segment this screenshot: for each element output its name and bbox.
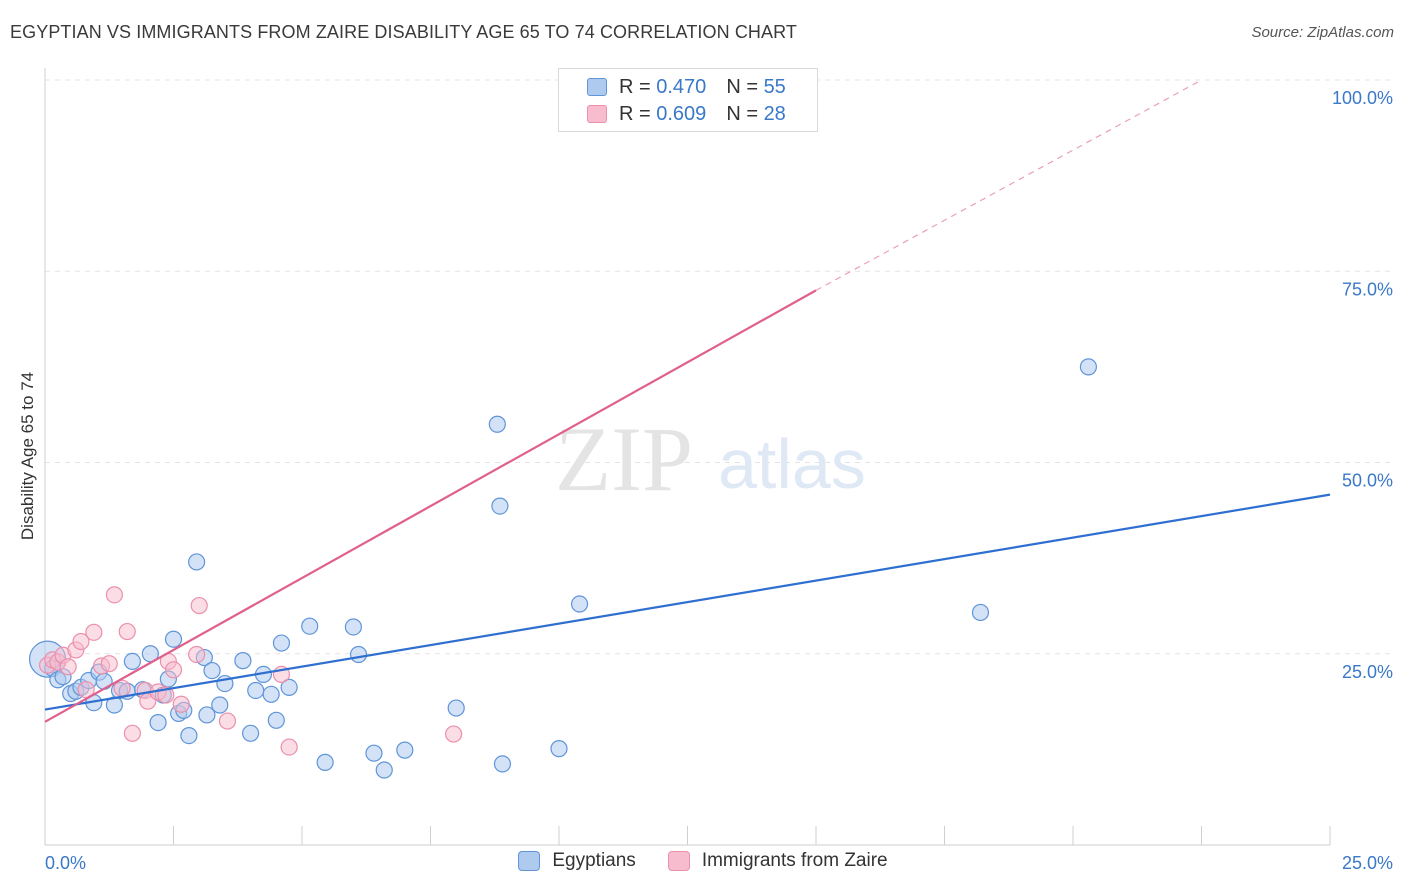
egyptians-point-30 [234, 652, 252, 670]
r-value: 0.609 [656, 102, 707, 125]
egyptians-point-41 [349, 645, 368, 664]
y-tick-label-3: 100.0% [1332, 88, 1393, 108]
chart-title: EGYPTIAN VS IMMIGRANTS FROM ZAIRE DISABI… [10, 22, 798, 42]
zaire-point-27 [445, 725, 463, 743]
egyptians-point-10 [95, 672, 113, 690]
r-value: 0.470 [656, 75, 707, 98]
data-points [28, 71, 1098, 779]
zaire-point-23 [190, 596, 208, 615]
watermark-atlas: atlas [718, 425, 866, 503]
egyptians-legend-swatch [518, 851, 541, 871]
egyptians-point-35 [267, 711, 285, 729]
egyptians-point-37 [280, 678, 298, 697]
y-axis-label: Disability Age 65 to 74 [18, 371, 37, 541]
r-label: R = [619, 75, 651, 98]
egyptians-point-44 [396, 741, 414, 759]
zaire-point-22 [188, 645, 206, 664]
zaire-point-10 [100, 655, 118, 673]
egyptians-point-34 [262, 685, 280, 703]
zaire-trend-line [44, 289, 817, 723]
chart-source: Source: ZipAtlas.com [1251, 24, 1394, 41]
zaire-point-21 [172, 695, 190, 713]
egyptians-swatch [587, 78, 607, 96]
egyptians-point-38 [301, 617, 319, 635]
trend-lines [44, 79, 1331, 723]
x-tick-label-max: 25.0% [1342, 853, 1393, 873]
zaire-point-13 [118, 622, 136, 641]
tick-labels: 25.0% 50.0% 75.0% 100.0% 0.0% 25.0% [45, 88, 1393, 873]
r-label: R = [619, 102, 651, 125]
n-label: N = [726, 75, 758, 98]
egyptians-point-42 [365, 744, 383, 762]
zaire-point-8 [85, 623, 103, 641]
n-value: 28 [763, 102, 786, 125]
egyptians-point-39 [316, 753, 334, 771]
zaire-swatch [587, 105, 607, 123]
egyptians-point-50 [570, 595, 589, 613]
egyptians-point-45 [447, 699, 465, 717]
egyptians-point-49 [550, 740, 568, 758]
zaire-point-20 [164, 661, 183, 679]
egyptians-point-40 [344, 618, 362, 636]
zaire-point-11 [105, 586, 123, 604]
egyptians-point-28 [211, 696, 229, 714]
legend-label-zaire: Immigrants from Zaire [701, 850, 888, 871]
egyptians-trend-line [44, 493, 1331, 711]
egyptians-point-20 [164, 630, 183, 648]
y-tick-label-2: 75.0% [1342, 279, 1393, 299]
zaire-point-14 [123, 724, 141, 742]
egyptians-point-52 [1079, 358, 1098, 376]
egyptians-point-14 [123, 652, 141, 671]
egyptians-point-31 [242, 724, 260, 742]
egyptians-point-43 [375, 761, 393, 779]
egyptians-point-46 [488, 415, 506, 433]
n-value: 55 [763, 75, 786, 98]
legend-item-zaire[interactable]: Immigrants from Zaire [667, 850, 888, 872]
egyptians-point-27 [203, 661, 221, 680]
egyptians-point-26 [198, 706, 216, 724]
y-tick-label-0: 25.0% [1342, 662, 1393, 682]
series-legend: Egyptians Immigrants from Zaire [0, 850, 1406, 872]
legend-item-egyptians[interactable]: Egyptians [518, 850, 636, 872]
x-tick-label-min: 0.0% [45, 853, 86, 873]
n-label: N = [726, 102, 758, 125]
watermark-zip: ZIP [555, 408, 693, 510]
stats-row-egyptians: R = 0.470 N = 55 [559, 74, 786, 100]
axes [44, 68, 1331, 846]
zaire-point-26 [280, 738, 298, 756]
egyptians-point-36 [272, 634, 291, 652]
egyptians-point-51 [971, 603, 990, 622]
legend-label-egyptians: Egyptians [552, 850, 636, 871]
stats-legend: R = 0.470 N = 55 R = 0.609 N = 28 [558, 68, 818, 132]
egyptians-point-23 [180, 727, 198, 745]
stats-row-zaire: R = 0.609 N = 28 [559, 101, 786, 127]
zaire-legend-swatch [667, 851, 690, 871]
egyptians-point-32 [247, 681, 265, 700]
zaire-trend-extension [815, 79, 1202, 291]
egyptians-point-48 [493, 755, 512, 773]
zaire-point-24 [218, 712, 237, 730]
zaire-point-4 [59, 658, 77, 676]
egyptians-point-24 [188, 553, 206, 571]
y-tick-label-1: 50.0% [1342, 471, 1393, 491]
zaire-point-6 [72, 632, 90, 651]
egyptians-point-17 [149, 713, 167, 732]
egyptians-point-47 [491, 497, 509, 515]
grid-lines [45, 79, 1395, 655]
